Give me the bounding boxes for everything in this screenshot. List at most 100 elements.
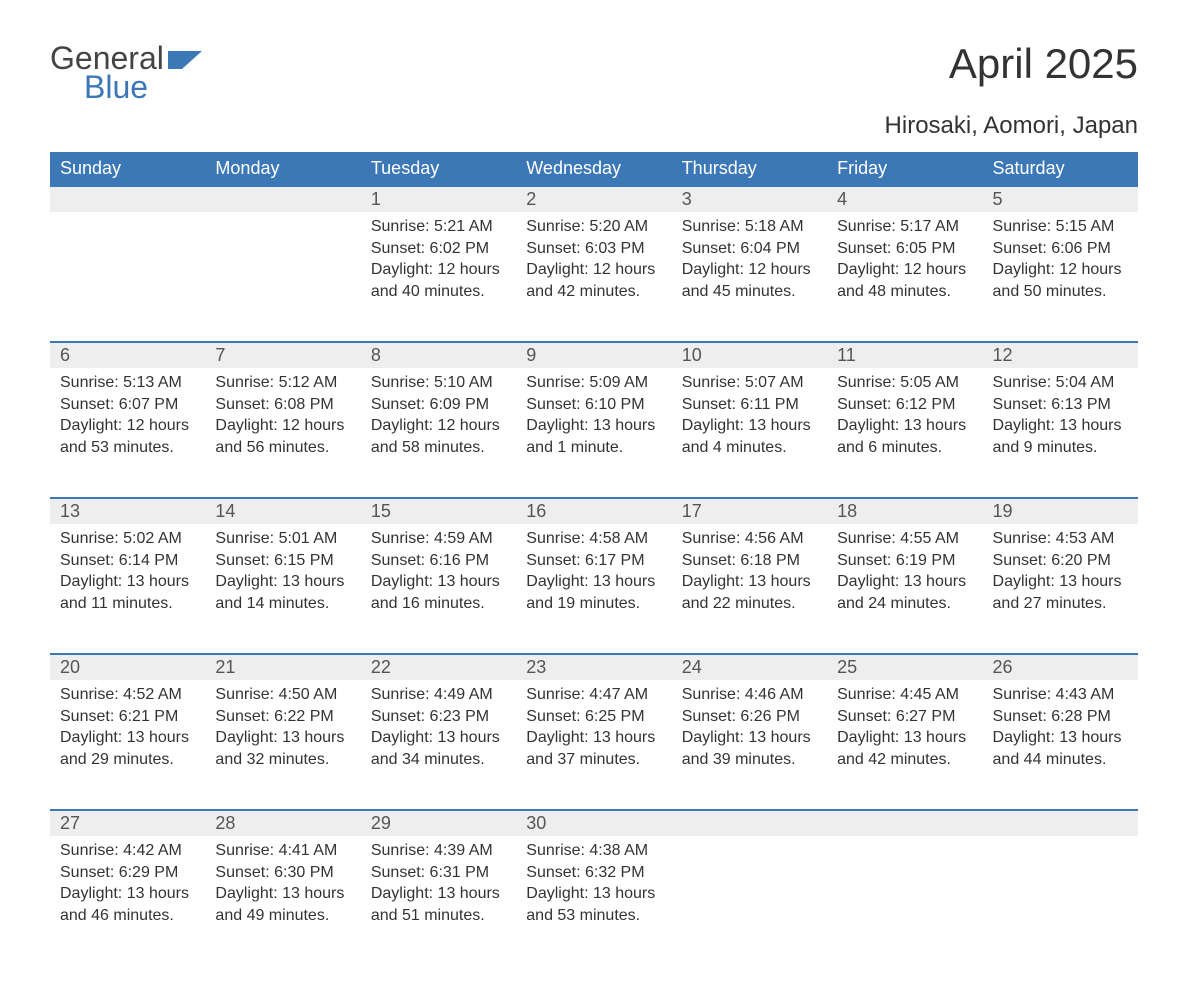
day-data-cell: Sunrise: 4:42 AMSunset: 6:29 PMDaylight:… (50, 836, 205, 966)
sunset-line: Sunset: 6:12 PM (837, 394, 972, 416)
logo-text-blue: Blue (84, 69, 202, 106)
daylight-line: Daylight: 13 hours and 27 minutes. (993, 571, 1128, 614)
weekday-header-row: Sunday Monday Tuesday Wednesday Thursday… (50, 152, 1138, 186)
sunset-line: Sunset: 6:29 PM (60, 862, 195, 884)
daylight-line: Daylight: 13 hours and 16 minutes. (371, 571, 506, 614)
sunrise-line: Sunrise: 4:43 AM (993, 684, 1128, 706)
day-data-cell (983, 836, 1138, 966)
daylight-line: Daylight: 12 hours and 40 minutes. (371, 259, 506, 302)
day-data-cell: Sunrise: 4:55 AMSunset: 6:19 PMDaylight:… (827, 524, 982, 654)
day-number-cell (205, 186, 360, 212)
day-data-cell (672, 836, 827, 966)
daylight-line: Daylight: 12 hours and 45 minutes. (682, 259, 817, 302)
sunrise-line: Sunrise: 4:39 AM (371, 840, 506, 862)
day-number-cell: 29 (361, 810, 516, 836)
day-number-cell: 25 (827, 654, 982, 680)
daylight-line: Daylight: 12 hours and 48 minutes. (837, 259, 972, 302)
sunrise-line: Sunrise: 4:53 AM (993, 528, 1128, 550)
sunrise-line: Sunrise: 4:46 AM (682, 684, 817, 706)
sunset-line: Sunset: 6:02 PM (371, 238, 506, 260)
sunrise-line: Sunrise: 4:38 AM (526, 840, 661, 862)
sunset-line: Sunset: 6:20 PM (993, 550, 1128, 572)
sunset-line: Sunset: 6:07 PM (60, 394, 195, 416)
daylight-line: Daylight: 12 hours and 50 minutes. (993, 259, 1128, 302)
day-number-cell: 8 (361, 342, 516, 368)
day-number-cell: 1 (361, 186, 516, 212)
sunrise-line: Sunrise: 5:02 AM (60, 528, 195, 550)
day-data-cell: Sunrise: 4:58 AMSunset: 6:17 PMDaylight:… (516, 524, 671, 654)
sunrise-line: Sunrise: 4:55 AM (837, 528, 972, 550)
day-number-cell: 21 (205, 654, 360, 680)
sunrise-line: Sunrise: 5:07 AM (682, 372, 817, 394)
day-number-cell: 11 (827, 342, 982, 368)
sunset-line: Sunset: 6:27 PM (837, 706, 972, 728)
day-data-cell: Sunrise: 4:43 AMSunset: 6:28 PMDaylight:… (983, 680, 1138, 810)
day-data-cell: Sunrise: 4:41 AMSunset: 6:30 PMDaylight:… (205, 836, 360, 966)
daylight-line: Daylight: 13 hours and 37 minutes. (526, 727, 661, 770)
day-number-cell: 17 (672, 498, 827, 524)
sunset-line: Sunset: 6:10 PM (526, 394, 661, 416)
sunrise-line: Sunrise: 5:17 AM (837, 216, 972, 238)
day-data-row: Sunrise: 5:13 AMSunset: 6:07 PM Daylight:… (50, 368, 1138, 498)
day-number-cell: 5 (983, 186, 1138, 212)
day-data-cell: Sunrise: 4:46 AMSunset: 6:26 PMDaylight:… (672, 680, 827, 810)
sunset-line: Sunset: 6:04 PM (682, 238, 817, 260)
daylight-line: Daylight: 13 hours and 46 minutes. (60, 883, 195, 926)
day-number-row: 6789101112 (50, 342, 1138, 368)
sunrise-line: Sunrise: 4:41 AM (215, 840, 350, 862)
day-number-cell: 4 (827, 186, 982, 212)
daylight-line: Daylight: 13 hours and 24 minutes. (837, 571, 972, 614)
day-number-cell (827, 810, 982, 836)
sunrise-line: Sunrise: 5:13 AM (60, 372, 195, 394)
sunrise-line: Sunrise: 5:21 AM (371, 216, 506, 238)
sunset-line: Sunset: 6:25 PM (526, 706, 661, 728)
header: General Blue April 2025 (50, 40, 1138, 106)
sunrise-line: Sunrise: 4:50 AM (215, 684, 350, 706)
daylight-line: Daylight: 12 hours and 42 minutes. (526, 259, 661, 302)
day-data-cell: Sunrise: 5:12 AMSunset: 6:08 PMDaylight:… (205, 368, 360, 498)
weekday-header: Sunday (50, 152, 205, 186)
sunset-line: Sunset: 6:31 PM (371, 862, 506, 884)
daylight-line: Daylight: 13 hours and 9 minutes. (993, 415, 1128, 458)
day-number-cell (672, 810, 827, 836)
sunrise-line: Sunrise: 5:15 AM (993, 216, 1128, 238)
daylight-line: Daylight: 13 hours and 32 minutes. (215, 727, 350, 770)
day-number-cell (983, 810, 1138, 836)
location-subtitle: Hirosaki, Aomori, Japan (50, 112, 1138, 140)
daylight-line: Daylight: 13 hours and 22 minutes. (682, 571, 817, 614)
sunset-line: Sunset: 6:11 PM (682, 394, 817, 416)
daylight-line: Daylight: 13 hours and 19 minutes. (526, 571, 661, 614)
sunrise-line: Sunrise: 4:47 AM (526, 684, 661, 706)
flag-icon (168, 49, 202, 69)
sunset-line: Sunset: 6:03 PM (526, 238, 661, 260)
sunset-line: Sunset: 6:14 PM (60, 550, 195, 572)
day-data-cell: Sunrise: 5:09 AMSunset: 6:10 PMDaylight:… (516, 368, 671, 498)
daylight-line: Daylight: 12 hours and 58 minutes. (371, 415, 506, 458)
sunset-line: Sunset: 6:08 PM (215, 394, 350, 416)
weekday-header: Saturday (983, 152, 1138, 186)
weekday-header: Thursday (672, 152, 827, 186)
day-number-cell: 16 (516, 498, 671, 524)
weekday-header: Friday (827, 152, 982, 186)
day-data-row: Sunrise: 4:42 AMSunset: 6:29 PMDaylight:… (50, 836, 1138, 966)
sunset-line: Sunset: 6:26 PM (682, 706, 817, 728)
sunset-line: Sunset: 6:32 PM (526, 862, 661, 884)
day-number-row: 27282930 (50, 810, 1138, 836)
sunset-line: Sunset: 6:16 PM (371, 550, 506, 572)
day-number-cell: 18 (827, 498, 982, 524)
day-number-cell: 10 (672, 342, 827, 368)
daylight-line: Daylight: 13 hours and 11 minutes. (60, 571, 195, 614)
day-number-cell: 19 (983, 498, 1138, 524)
day-number-cell: 23 (516, 654, 671, 680)
sunset-line: Sunset: 6:17 PM (526, 550, 661, 572)
day-data-cell: Sunrise: 5:17 AMSunset: 6:05 PMDaylight:… (827, 212, 982, 342)
day-number-row: 20212223242526 (50, 654, 1138, 680)
day-data-cell: Sunrise: 5:20 AMSunset: 6:03 PMDaylight:… (516, 212, 671, 342)
daylight-line: Daylight: 13 hours and 44 minutes. (993, 727, 1128, 770)
weekday-header: Wednesday (516, 152, 671, 186)
sunrise-line: Sunrise: 5:09 AM (526, 372, 661, 394)
day-data-cell: Sunrise: 5:02 AMSunset: 6:14 PMDaylight:… (50, 524, 205, 654)
day-data-cell: Sunrise: 5:04 AMSunset: 6:13 PMDaylight:… (983, 368, 1138, 498)
day-number-cell: 28 (205, 810, 360, 836)
sunset-line: Sunset: 6:22 PM (215, 706, 350, 728)
